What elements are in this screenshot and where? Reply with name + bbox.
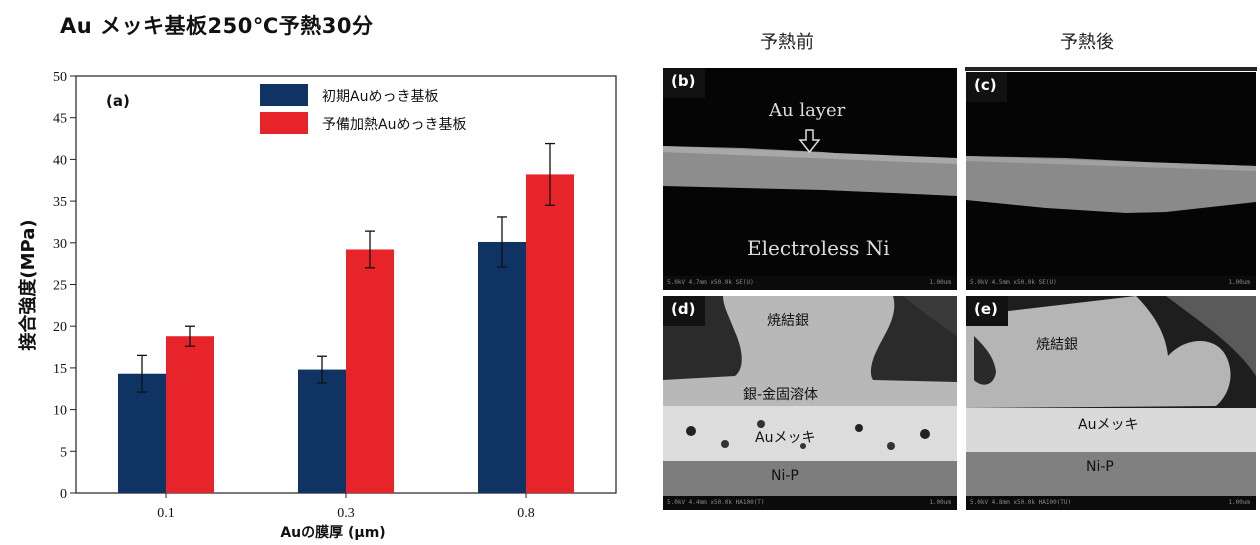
bar-preheated (526, 174, 574, 494)
x-tick-label: 0.3 (337, 506, 355, 521)
sem-panel-letter-b: (b) (663, 68, 706, 98)
sem-image-e: (e) 焼結銀 Auメッキ Ni-P 5.0kV 4.8mm x50.0k HA… (966, 296, 1256, 510)
column-heading-after: 予熱後 (1060, 32, 1114, 53)
au-layer-label: Au layer (769, 100, 846, 121)
sem-footer-b: 5.0kV 4.7mm x50.0k SE(U) 1.00um (663, 276, 957, 290)
sem-image-c-drawing (966, 156, 1256, 213)
bar-initial (118, 373, 166, 493)
y-tick-label: 0 (60, 487, 67, 502)
sem-footer-e: 5.0kV 4.8mm x50.0k HA100(TU) 1.00um (966, 496, 1256, 510)
sem-panel-letter-e: (e) (966, 296, 1008, 326)
y-tick-label: 45 (53, 112, 67, 127)
electroless-ni-label: Electroless Ni (747, 236, 890, 260)
y-axis-label: 接合強度(MPa) (17, 219, 39, 350)
sintered-silver-label-d: 焼結銀 (767, 313, 809, 329)
y-tick-label: 30 (53, 237, 67, 252)
x-axis-label: Auの膜厚 (μm) (280, 524, 385, 541)
sem-image-d-drawing (663, 296, 957, 510)
sem-footer-e-info: 5.0kV 4.8mm x50.0k HA100(TU) (970, 499, 1072, 506)
y-tick-label: 10 (53, 404, 67, 419)
sem-panel-letter-c: (c) (966, 72, 1007, 102)
sem-footer-e-scale: 1.00um (1228, 499, 1250, 506)
y-tick-label: 20 (53, 320, 67, 335)
sintered-silver-label-e: 焼結銀 (1036, 337, 1078, 353)
sem-panel-letter-d: (d) (663, 296, 706, 326)
sem-image-e-drawing (966, 296, 1256, 510)
sem-footer-c-scale: 1.00um (1228, 279, 1250, 286)
y-tick-label: 50 (53, 70, 67, 85)
bar-initial (298, 369, 346, 493)
au-plating-label-e: Auメッキ (1078, 417, 1139, 433)
bar-chart: 0 5 10 15 20 25 30 35 40 45 50 0.1 0.3 0.8 (a) 初期Auめっ… (17, 70, 617, 541)
silver-gold-solid-solution-label: 銀-金固溶体 (743, 387, 819, 403)
column-heading-before: 予熱前 (760, 32, 814, 53)
bar-preheated (346, 249, 394, 493)
x-tick-label: 0.8 (517, 506, 535, 521)
bar-preheated (166, 336, 214, 493)
legend-swatch (260, 112, 308, 134)
y-tick-label: 5 (60, 445, 67, 460)
sem-image-b-drawing (663, 129, 957, 196)
ni-p-label-d: Ni-P (771, 468, 799, 484)
legend-swatch (260, 84, 308, 106)
y-tick-label: 15 (53, 362, 67, 377)
x-tick-label: 0.1 (157, 506, 175, 521)
sem-footer-d-scale: 1.00um (929, 499, 951, 506)
panel-label-a: (a) (106, 92, 130, 110)
sem-image-c: (c) 5.0kV 4.5mm x50.0k SE(U) 1.00um (966, 72, 1256, 290)
sem-footer-d: 5.0kV 4.4mm x50.0k HA100(T) 1.00um (663, 496, 957, 510)
au-plating-label-d: Auメッキ (755, 430, 816, 446)
y-tick-label: 35 (53, 195, 67, 210)
bar-initial (478, 241, 526, 493)
sem-footer-b-info: 5.0kV 4.7mm x50.0k SE(U) (667, 279, 754, 286)
legend-label: 予備加熱Auめっき基板 (322, 116, 466, 133)
sem-image-d: (d) 焼結銀 銀-金固溶体 Auメッキ Ni-P 5.0kV 4.4mm x5… (663, 296, 957, 510)
y-tick-label: 25 (53, 279, 67, 294)
sem-footer-c-info: 5.0kV 4.5mm x50.0k SE(U) (970, 279, 1057, 286)
y-tick-label: 40 (53, 153, 67, 168)
top-border (965, 67, 1257, 71)
page-title: Au メッキ基板250℃予熱30分 (60, 14, 374, 38)
sem-image-b: (b) Au layer Electroless Ni 5.0kV 4.7mm … (663, 68, 957, 290)
ni-p-label-e: Ni-P (1086, 459, 1114, 475)
sem-footer-b-scale: 1.00um (929, 279, 951, 286)
legend-label: 初期Auめっき基板 (322, 88, 438, 105)
sem-footer-d-info: 5.0kV 4.4mm x50.0k HA100(T) (667, 499, 765, 506)
sem-footer-c: 5.0kV 4.5mm x50.0k SE(U) 1.00um (966, 276, 1256, 290)
